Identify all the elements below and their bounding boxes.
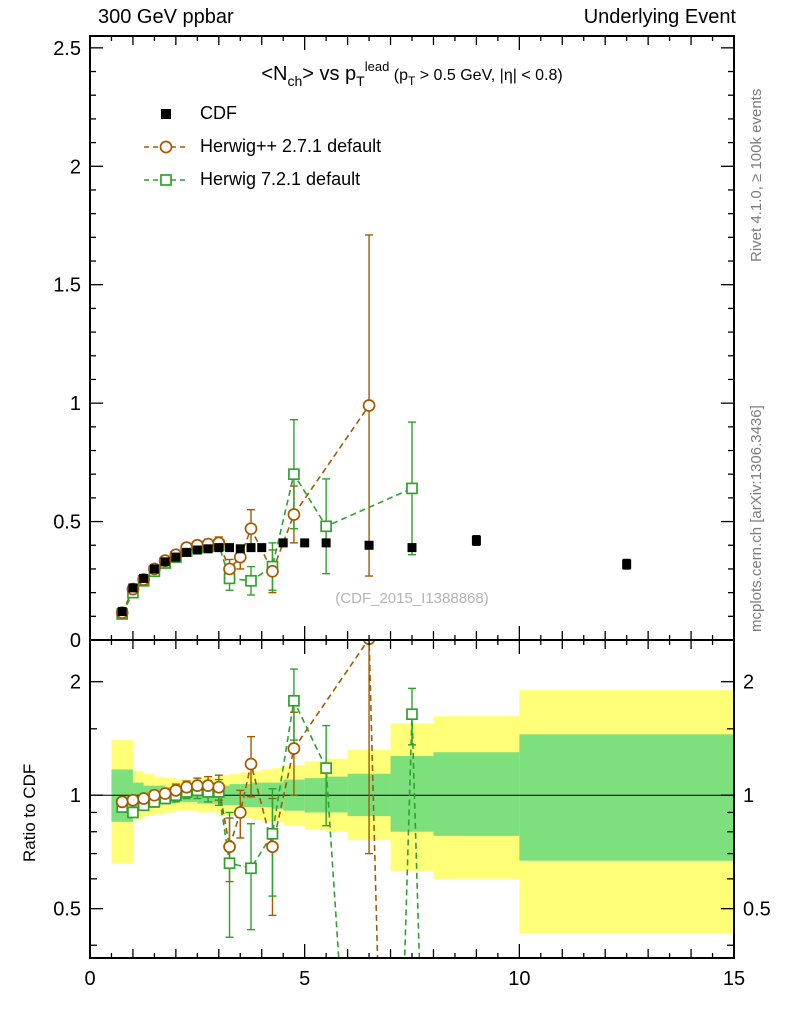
header-topic-label: Underlying Event	[583, 6, 736, 28]
legend-label-cdf: CDF	[200, 103, 237, 123]
svg-text:2: 2	[70, 156, 81, 178]
legend-item-herwig7: Herwig 7.2.1 default	[142, 163, 381, 196]
legend-label-herwigpp: Herwig++ 2.7.1 default	[200, 136, 382, 156]
svg-text:0.5: 0.5	[53, 899, 81, 921]
svg-text:1: 1	[70, 393, 81, 415]
legend: CDF Herwig++ 2.7.1 default Herwig 7.2.1 …	[142, 97, 381, 196]
svg-text:10: 10	[508, 968, 530, 990]
svg-text:1: 1	[70, 785, 81, 807]
rivet-version-label: Rivet 4.1.0, ≥ 100k events	[748, 88, 765, 262]
svg-text:2: 2	[70, 672, 81, 694]
analysis-watermark: (CDF_2015_I1388868)	[335, 590, 489, 607]
herwigpp-open-circle-icon	[144, 140, 188, 153]
legend-item-herwigpp: Herwig++ 2.7.1 default	[142, 130, 381, 163]
svg-text:1: 1	[743, 785, 754, 807]
herwig7-open-square-icon	[144, 173, 188, 186]
legend-item-cdf: CDF	[142, 97, 381, 130]
cdf-filled-square-icon	[161, 108, 171, 119]
svg-text:5: 5	[299, 968, 310, 990]
svg-text:0.5: 0.5	[743, 899, 771, 921]
ratio-axis-label: Ratio to CDF	[20, 763, 39, 862]
svg-text:2: 2	[743, 672, 754, 694]
svg-text:0: 0	[70, 630, 81, 652]
mcplots-credit-label: mcplots.cern.ch [arXiv:1306.3436]	[748, 405, 765, 632]
svg-text:0: 0	[84, 968, 95, 990]
svg-text:0.5: 0.5	[53, 512, 81, 534]
svg-text:1.5: 1.5	[53, 275, 81, 297]
legend-label-herwig7: Herwig 7.2.1 default	[200, 169, 361, 189]
svg-text:15: 15	[723, 968, 745, 990]
svg-text:2.5: 2.5	[53, 38, 81, 60]
svg-text:<Nch> vs pTlead (pT > 0.5 GeV,: <Nch> vs pTlead (pT > 0.5 GeV, |η| < 0.8…	[261, 59, 562, 89]
header-beam-label: 300 GeV ppbar	[98, 6, 234, 28]
